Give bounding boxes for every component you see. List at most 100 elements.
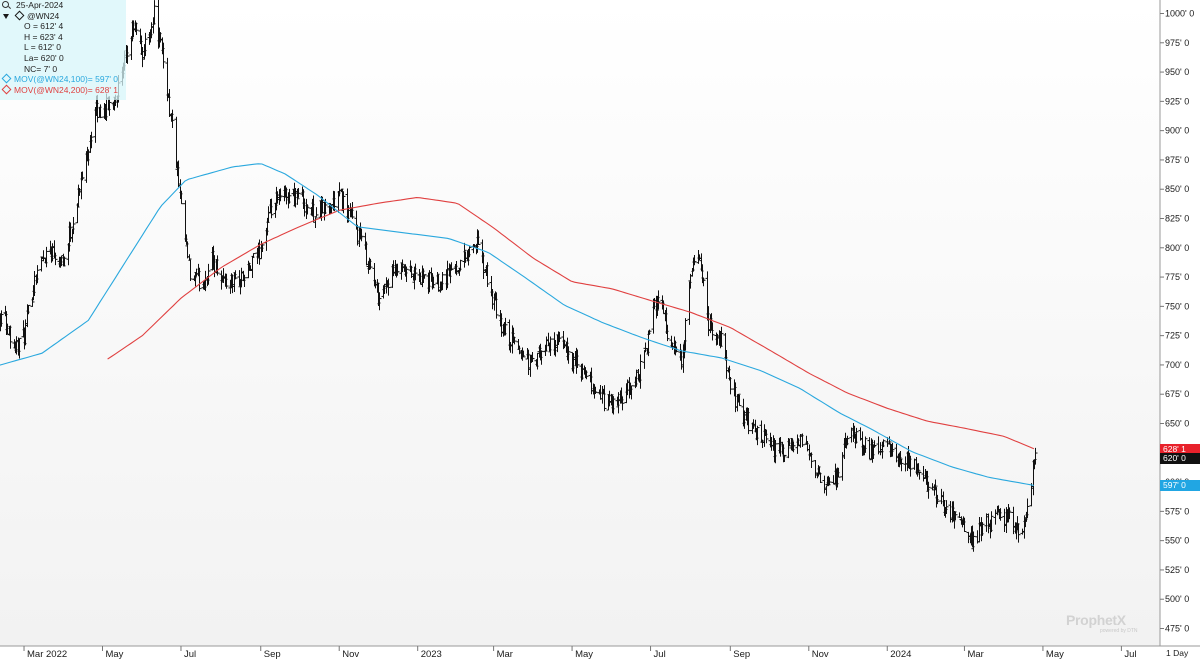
x-tick-label: Sep [264,649,281,659]
y-tick-label: 800' 0 [1165,243,1189,253]
ohlc-bar [250,256,255,278]
x-tick-label: Nov [812,649,829,659]
ohlc-bar [966,531,971,544]
x-tick-label: Jul [654,649,666,659]
ohlc-bar [912,458,917,470]
price-tag-ma200: 628' 1 [1160,443,1200,455]
y-tick-label: 925' 0 [1165,96,1189,106]
ohlc-bar [683,318,688,351]
legend-ma100: MOV(@WN24,100)= 597' 0 [14,74,119,85]
magnifier-icon[interactable] [2,1,10,9]
ohlc-bar [894,444,899,463]
x-tick-label: Sep [733,649,750,659]
ohlc-bar [1011,506,1016,535]
y-tick-label: 475' 0 [1165,624,1189,634]
ohlc-bar [295,188,300,205]
ohlc-bar [170,109,175,129]
legend-net-change: NC= 7' 0 [24,63,58,74]
ohlc-bar [269,198,274,219]
y-tick-label: 500' 0 [1165,594,1189,604]
ohlc-bar [701,277,706,287]
ohlc-bar [462,242,467,268]
legend-ma200-row[interactable]: MOV(@WN24,200)= 628' 1 [0,84,126,96]
ohlc-bar [467,246,472,258]
ohlc-bar [921,466,926,482]
ohlc-bar [187,254,192,261]
ohlc-bar [807,444,812,461]
ohlc-bar [575,349,580,369]
ohlc-bar [167,88,172,118]
ohlc-bar [431,276,436,288]
ohlc-bar [593,386,598,395]
ohlc-bar [422,274,427,279]
legend-last: La= 620' 0 [24,52,64,63]
ohlc-bar [1007,507,1012,520]
ohlc-bar [782,454,787,462]
x-axis[interactable]: Mar 2022 May Jul Sep Nov 2023 Mar May Jul Sep Nov 2… [23,646,1137,659]
y-tick-label: 950' 0 [1165,67,1189,77]
ohlc-bar [251,253,256,258]
y-tick-label: 850' 0 [1165,184,1189,194]
ohlc-bar [233,270,238,280]
ohlc-bar [278,188,283,202]
ohlc-bar [971,531,976,552]
x-tick-label: Mar [497,649,513,659]
prophetx-watermark: ProphetX [1066,612,1126,628]
ohlc-bar [8,325,13,349]
ohlc-bar [878,442,883,456]
ohlc-bar [80,171,85,181]
x-tick-label: May [1046,649,1064,659]
legend-symbol-row[interactable]: @WN24 [0,10,126,22]
ohlc-bar [44,246,49,268]
ohlc-bar [197,267,202,292]
ohlc-bar [824,485,829,496]
price-tag-ma100: 597' 0 [1160,480,1200,492]
ohlc-bar [863,436,868,453]
ohlc-bar [719,326,724,347]
x-tick-label: Mar [967,649,983,659]
ohlc-bar [143,32,148,57]
interval-label[interactable]: 1 Day [1166,648,1189,658]
ohlc-bar [494,292,499,319]
ohlc-bar [557,331,562,343]
y-tick-label: 900' 0 [1165,126,1189,136]
legend-ma100-row[interactable]: MOV(@WN24,100)= 597' 0 [0,73,126,85]
y-tick-label: 650' 0 [1165,419,1189,429]
plot-area[interactable] [0,0,1160,646]
x-tick-label: Jul [1124,649,1136,659]
ohlc-bar [831,475,836,485]
ohlc-bar [916,463,921,473]
ohlc-bar [620,396,625,411]
ohlc-bar [598,384,603,400]
x-tick-label: May [105,649,123,659]
ohlc-bar [611,396,616,415]
ohlc-bar [435,272,440,285]
ohlc-bar [773,439,778,464]
symbol-diamond-icon [14,10,25,21]
ohlc-bar [867,437,872,460]
ohlc-bar [980,522,985,536]
ohlc-bar [854,427,859,444]
ohlc-bar [89,131,94,149]
y-axis[interactable]: 1000' 0 975' 0 950' 0 925' 0 900' 0 875' 0 850… [1160,9,1194,634]
ohlc-bar [998,508,1003,521]
prophetx-watermark-sub: powered by DTN [1100,628,1138,634]
ohlc-bar [710,322,715,341]
ohlc-bar [134,22,139,36]
ohlc-bar [881,439,886,448]
legend-date-row: 25-Apr-2024 [0,0,126,11]
ohlc-bar [908,455,913,477]
y-tick-label: 525' 0 [1165,565,1189,575]
ohlc-bar [364,241,369,266]
ohlc-bar [1029,483,1034,507]
ohlc-bar [512,336,517,345]
y-tick-label: 1000' 0 [1165,9,1194,19]
y-tick-label: 825' 0 [1165,214,1189,224]
collapse-triangle-icon[interactable] [3,13,9,19]
ohlc-bar [728,376,733,395]
ohlc-bar [1025,498,1030,519]
ohlc-bar [75,203,80,224]
ohlc-bar [638,354,643,389]
